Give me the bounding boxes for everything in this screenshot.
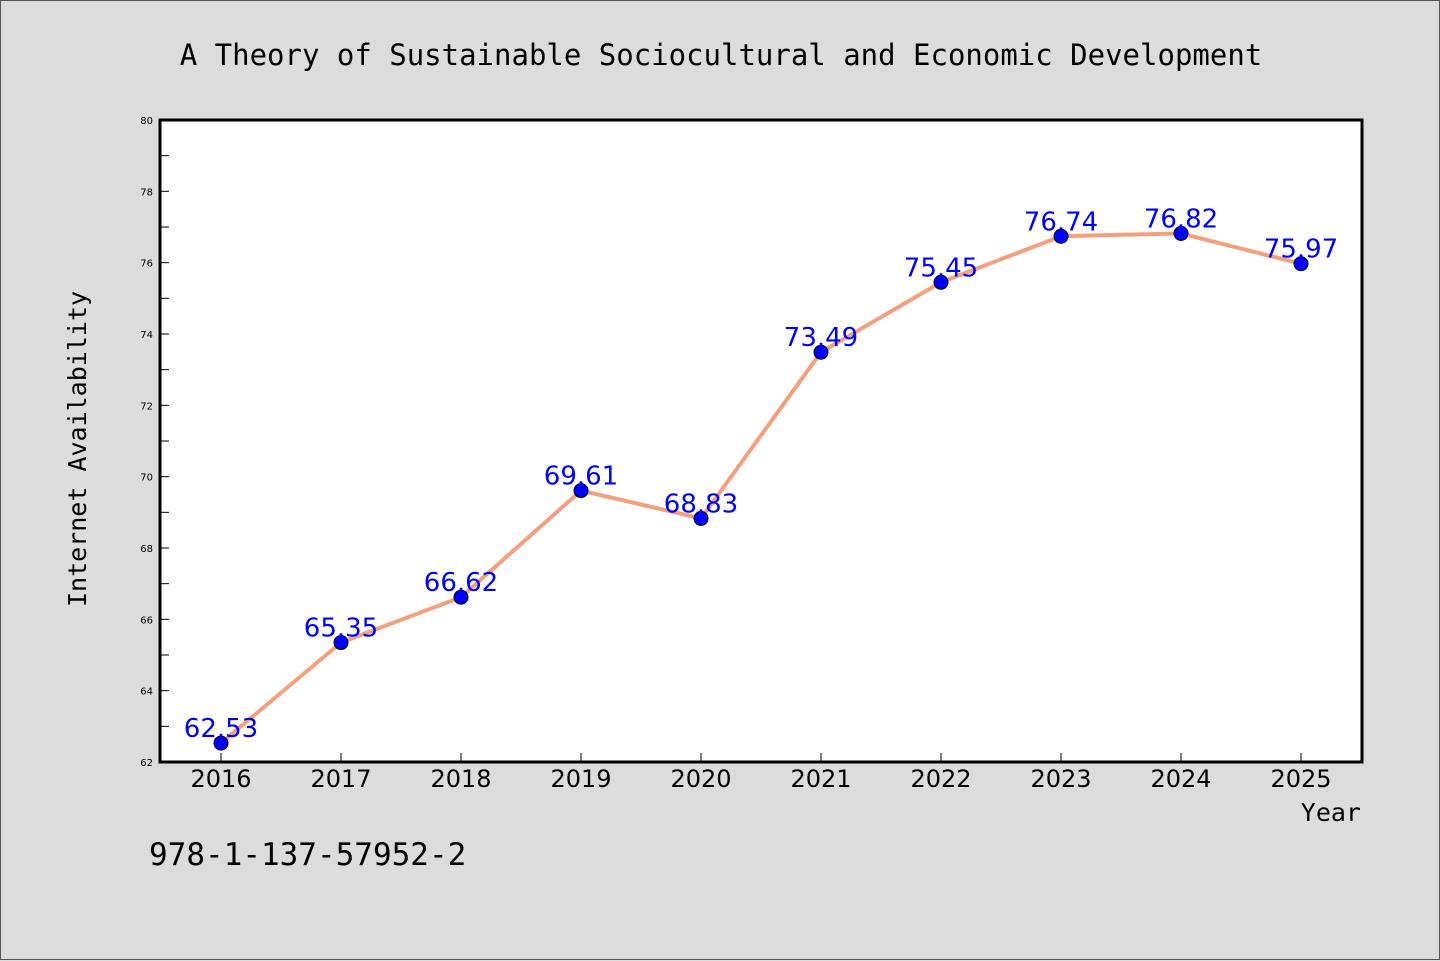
y-axis-label: Internet Availability [63, 291, 92, 607]
data-point [453, 589, 469, 605]
x-tick-label: 2024 [1150, 765, 1211, 793]
series-line [219, 231, 1302, 745]
data-point [573, 483, 589, 499]
y-tick-label: 66 [140, 615, 153, 626]
x-axis-label: Year [1301, 798, 1361, 827]
x-tick-label: 2016 [190, 765, 251, 793]
data-point [333, 635, 349, 651]
data-label: 75.97 [1264, 235, 1338, 265]
x-tick-label: 2019 [550, 765, 611, 793]
data-point [693, 510, 709, 526]
data-point [213, 735, 229, 751]
data-point [933, 274, 949, 290]
data-label: 69.61 [544, 462, 618, 492]
y-tick-label: 64 [140, 687, 153, 698]
data-point [1293, 256, 1309, 272]
data-label: 76.82 [1144, 204, 1218, 234]
data-label: 66.62 [424, 568, 498, 598]
data-label: 76.74 [1024, 207, 1098, 237]
x-axis: 2016 2017 2018 2019 2020 2021 2022 2023 2024 2025 [190, 753, 1332, 793]
y-tick-label: 62 [140, 758, 153, 769]
data-point [1053, 228, 1069, 244]
plot-area [158, 118, 1364, 764]
isbn-footer: 978-1-137-57952-2 [149, 837, 466, 873]
x-tick-label: 2021 [790, 765, 851, 793]
y-axis: 62 64 66 68 70 72 74 76 78 80 [140, 116, 169, 769]
data-point [813, 344, 829, 360]
y-tick-label: 80 [140, 116, 153, 127]
x-tick-label: 2018 [430, 765, 491, 793]
data-label: 65.35 [304, 614, 378, 644]
series-layer: 62.53 65.35 66.62 69.61 68.83 73.49 75.45 76.74… [184, 204, 1338, 751]
y-tick-label: 74 [140, 330, 153, 341]
y-tick-label: 78 [140, 187, 153, 198]
data-label: 62.53 [184, 714, 258, 744]
x-tick-label: 2023 [1030, 765, 1091, 793]
y-tick-label: 72 [140, 401, 153, 412]
x-tick-label: 2025 [1270, 765, 1331, 793]
chart-title: A Theory of Sustainable Sociocultural an… [180, 38, 1263, 72]
data-label: 73.49 [784, 323, 858, 353]
data-label: 68.83 [664, 489, 738, 519]
y-tick-label: 70 [140, 473, 153, 484]
x-tick-label: 2017 [310, 765, 371, 793]
data-point [1173, 225, 1189, 241]
x-tick-label: 2022 [910, 765, 971, 793]
y-tick-label: 68 [140, 544, 153, 555]
x-tick-label: 2020 [670, 765, 731, 793]
data-label: 75.45 [904, 253, 978, 283]
y-tick-label: 76 [140, 259, 153, 270]
